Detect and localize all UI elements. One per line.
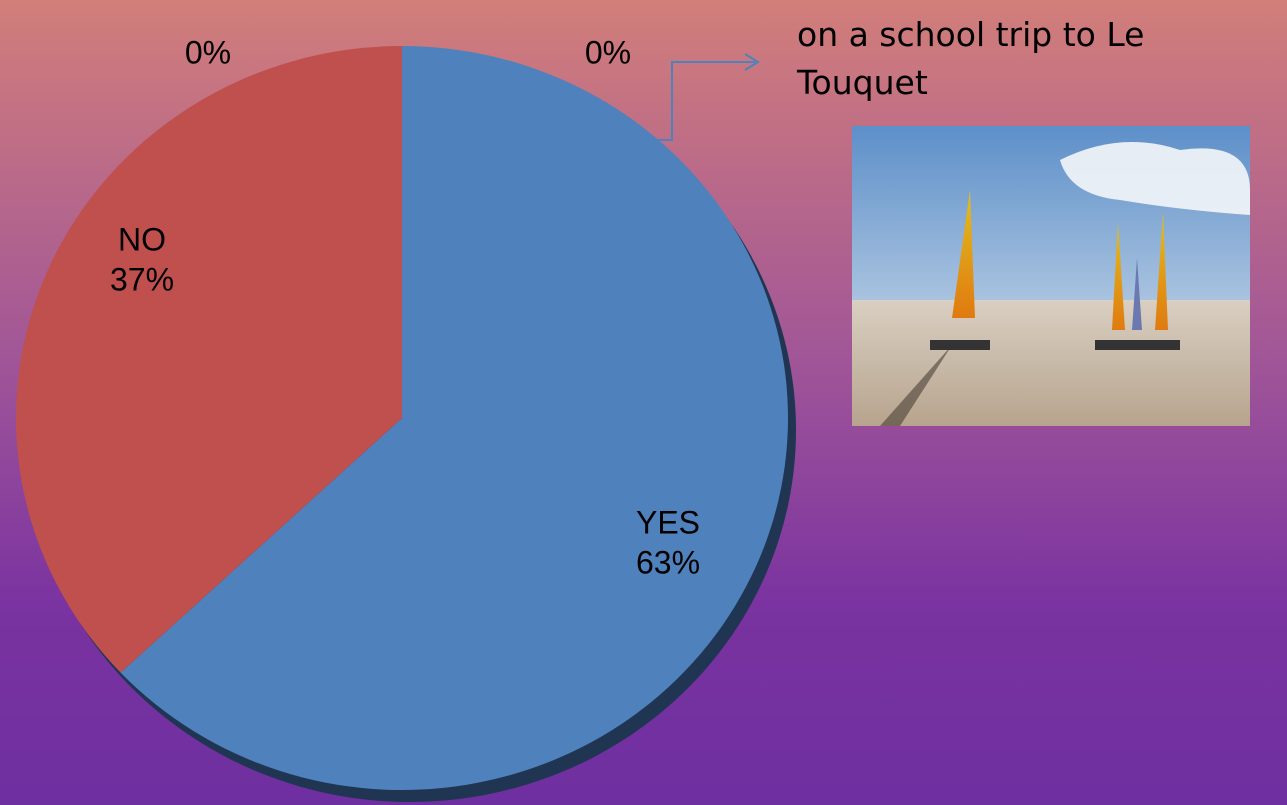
photo [852, 126, 1250, 426]
data-labels: YES 63% NO 37% 0% 0% [110, 34, 700, 580]
pie-slice [15, 46, 402, 673]
annotation: on a school trip to Le [797, 15, 1144, 54]
annotation: Touquet [796, 63, 928, 102]
connector [655, 61, 755, 141]
value-label: 0% [185, 34, 231, 70]
value-label: 37% [110, 261, 174, 297]
pie-slice [120, 46, 789, 790]
arrow-head [744, 53, 760, 71]
value-label: 0% [585, 34, 631, 70]
value-label: 63% [636, 544, 700, 580]
category-label: YES [636, 504, 700, 540]
pie [15, 46, 789, 790]
category-label: NO [118, 221, 166, 257]
